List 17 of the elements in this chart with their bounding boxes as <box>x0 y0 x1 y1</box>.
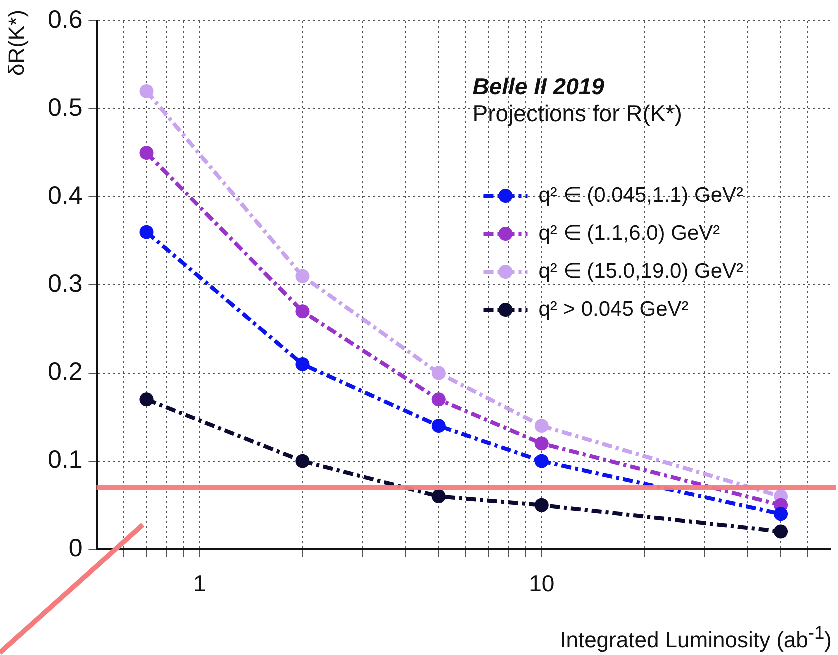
y-tick-label: 0.5 <box>48 94 83 122</box>
y-tick-label: 0.1 <box>48 446 83 474</box>
y-axis-title: δR(K*) <box>4 10 30 76</box>
annotation: Projections for R(K*) <box>472 100 682 126</box>
legend-label: q² ∈ (1.1,6.0) GeV² <box>538 222 720 245</box>
legend-label: q² ∈ (0.045,1.1) GeV² <box>538 184 744 207</box>
y-tick-label: 0.4 <box>48 182 83 210</box>
y-tick-label: 0.2 <box>48 358 83 386</box>
x-tick-label: 10 <box>529 570 555 597</box>
legend-label: q² > 0.045 GeV² <box>538 298 689 321</box>
x-tick-label: 1 <box>193 570 206 597</box>
x-axis-title: Integrated Luminosity (ab$^{-1}$) <box>560 622 832 653</box>
legend-label: q² ∈ (15.0,19.0) GeV² <box>538 260 744 283</box>
annotation: Belle II 2019 <box>472 73 605 100</box>
y-tick-label: 0 <box>68 534 83 562</box>
y-tick-label: 0.3 <box>48 270 83 298</box>
y-tick-label: 0.6 <box>48 6 83 34</box>
